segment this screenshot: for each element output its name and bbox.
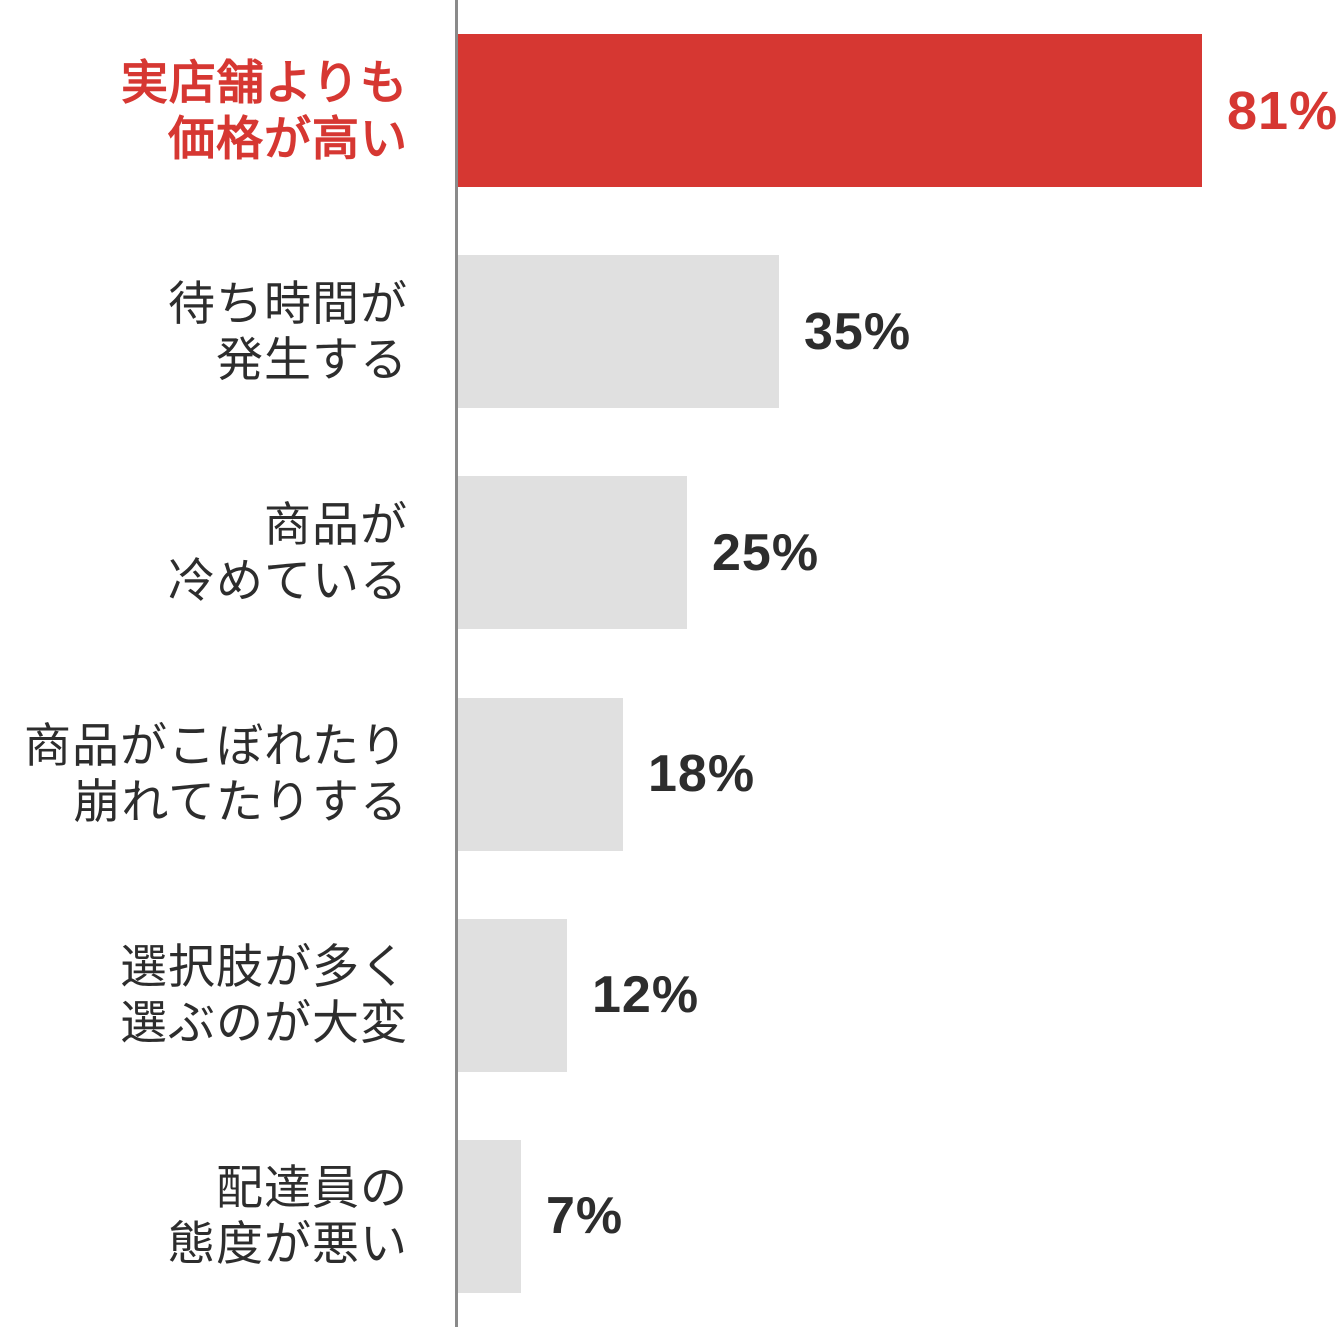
category-label-line1: 実店舗よりも [120, 55, 408, 109]
chart-row-4: 商品がこぼれたり 崩れてたりする 18% [0, 664, 1340, 885]
bar [457, 918, 567, 1072]
bar [457, 476, 687, 630]
value-label: 7% [546, 1187, 624, 1246]
category-label-line2: 冷めている [168, 553, 408, 607]
category-label: 選択肢が多く 選ぶのが大変 [0, 939, 408, 1051]
chart-row-5: 選択肢が多く 選ぶのが大変 12% [0, 885, 1340, 1106]
category-label-line1: 待ち時間が [168, 276, 408, 330]
bar [457, 697, 623, 851]
category-label: 商品が 冷めている [0, 497, 408, 609]
category-label-line2: 態度が悪い [168, 1217, 408, 1271]
category-label-line2: 崩れてたりする [73, 775, 408, 829]
bar-area: 25% [457, 476, 1340, 630]
value-label: 12% [592, 966, 700, 1025]
category-label: 配達員の 態度が悪い [0, 1160, 408, 1272]
bar-area: 7% [457, 1139, 1340, 1293]
category-label: 実店舗よりも 価格が高い [0, 55, 408, 167]
value-label: 18% [648, 745, 756, 804]
value-label: 35% [804, 302, 912, 361]
category-label-line1: 商品が [264, 497, 408, 551]
bar-area: 12% [457, 918, 1340, 1072]
value-label: 25% [712, 523, 820, 582]
bar [457, 1139, 521, 1293]
bar-area: 35% [457, 255, 1340, 409]
category-label: 待ち時間が 発生する [0, 276, 408, 388]
chart-row-2: 待ち時間が 発生する 35% [0, 221, 1340, 442]
chart-row-3: 商品が 冷めている 25% [0, 442, 1340, 663]
category-label-line1: 配達員の [216, 1161, 408, 1215]
category-label-line1: 選択肢が多く [120, 940, 408, 994]
chart-row-1: 実店舗よりも 価格が高い 81% [0, 0, 1340, 221]
category-label: 商品がこぼれたり 崩れてたりする [0, 718, 408, 830]
bar [457, 255, 779, 409]
bar-area: 81% [457, 34, 1340, 188]
category-label-line2: 価格が高い [168, 111, 408, 165]
chart-row-6: 配達員の 態度が悪い 7% [0, 1106, 1340, 1327]
y-axis-line [455, 0, 458, 1327]
value-label: 81% [1227, 80, 1339, 141]
category-label-line2: 発生する [216, 332, 408, 386]
bar [457, 34, 1202, 188]
bar-area: 18% [457, 697, 1340, 851]
category-label-line2: 選ぶのが大変 [120, 996, 408, 1050]
category-label-line1: 商品がこぼれたり [24, 719, 408, 773]
